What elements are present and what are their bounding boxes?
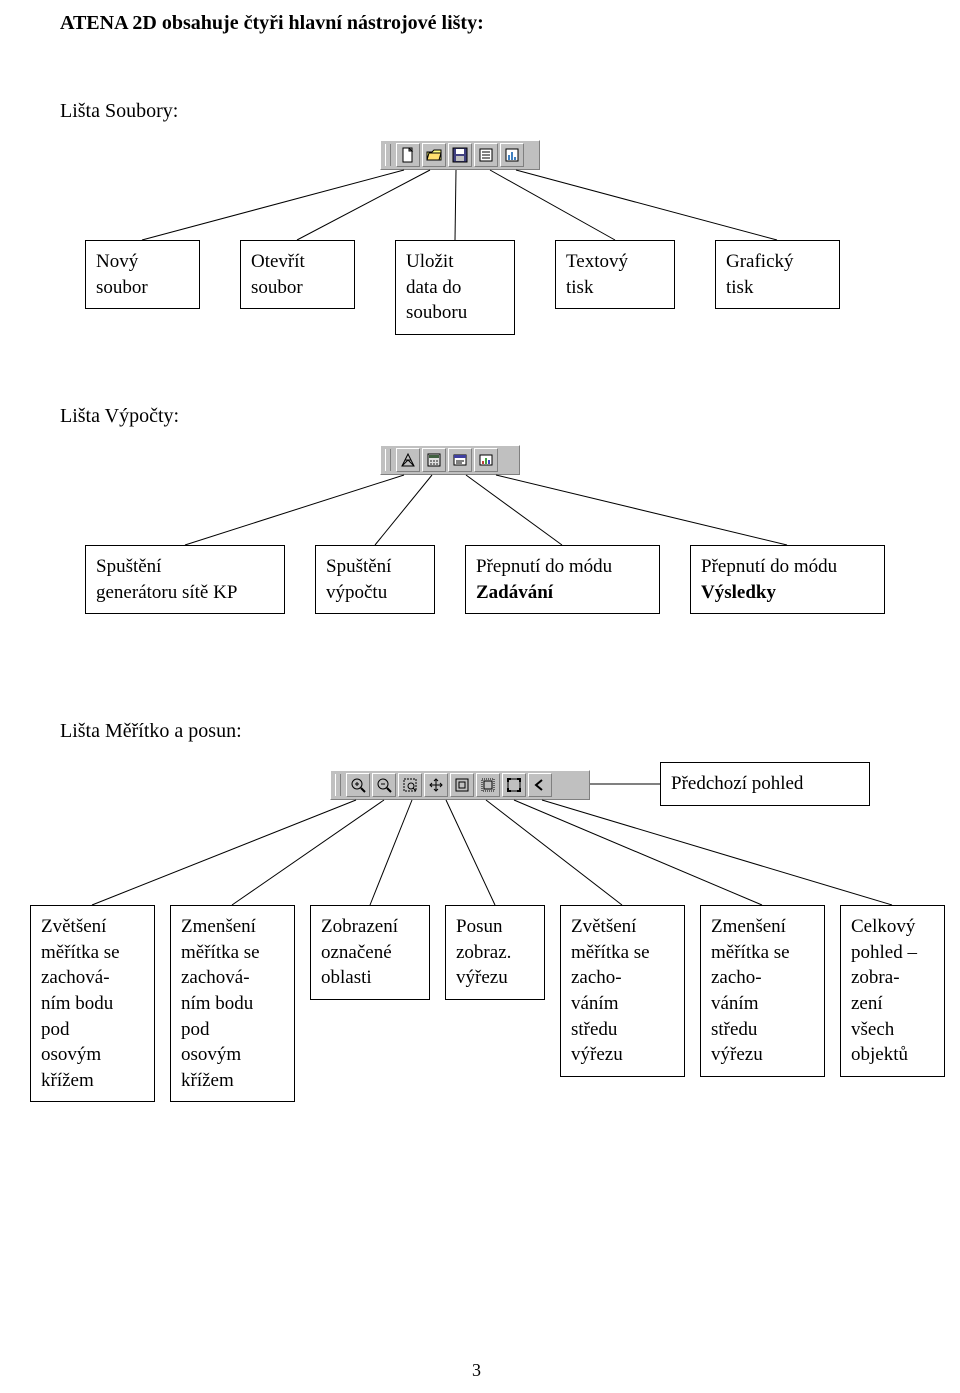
callout-novy-soubor: Nový soubor	[85, 240, 200, 309]
section3-heading: Lišta Měřítko a posun:	[60, 720, 242, 743]
open-file-icon[interactable]	[422, 143, 446, 167]
toolbar-grip	[335, 774, 341, 796]
toolbar-grip	[385, 449, 391, 471]
text-print-icon[interactable]	[474, 143, 498, 167]
mesh-generator-icon[interactable]	[396, 448, 420, 472]
toolbar-soubory	[380, 140, 540, 170]
zoom-all-icon[interactable]	[502, 773, 526, 797]
mode-results-icon[interactable]	[474, 448, 498, 472]
page-number: 3	[472, 1360, 481, 1381]
connector-lines	[0, 0, 960, 1393]
zoom-in-center-icon[interactable]	[450, 773, 474, 797]
callout-predchozi-pohled: Předchozí pohled	[660, 762, 870, 806]
callout-celkovy-pohled: Celkovýpohled –zobra-zenívšechobjektů	[840, 905, 945, 1077]
title-rest: obsahuje čtyři hlavní nástrojové lišty:	[157, 12, 484, 34]
page-title: ATENA 2D obsahuje čtyři hlavní nástrojov…	[60, 12, 484, 35]
callout-graficky-tisk: Grafický tisk	[715, 240, 840, 309]
toolbar-vypocty	[380, 445, 520, 475]
title-bold: ATENA 2D	[60, 12, 157, 34]
callout-otevrit-soubor: Otevřít soubor	[240, 240, 355, 309]
callout-prepnuti-vysledky: Přepnutí do módu Výsledky	[690, 545, 885, 614]
callout-zvetseni-kriz: Zvětšeníměřítka sezachová-ním bodupodoso…	[30, 905, 155, 1102]
pan-icon[interactable]	[424, 773, 448, 797]
callout-ulozit-data: Uložit data do souboru	[395, 240, 515, 335]
zoom-in-icon[interactable]	[346, 773, 370, 797]
mode-input-icon[interactable]	[448, 448, 472, 472]
zoom-out-center-icon[interactable]	[476, 773, 500, 797]
previous-view-icon[interactable]	[528, 773, 552, 797]
save-file-icon[interactable]	[448, 143, 472, 167]
zoom-window-icon[interactable]	[398, 773, 422, 797]
callout-spusteni-generatoru: Spuštění generátoru sítě KP	[85, 545, 285, 614]
new-file-icon[interactable]	[396, 143, 420, 167]
section2-heading: Lišta Výpočty:	[60, 405, 179, 428]
run-calculation-icon[interactable]	[422, 448, 446, 472]
callout-prepnuti-zadavani: Přepnutí do módu Zadávání	[465, 545, 660, 614]
callout-textovy-tisk: Textový tisk	[555, 240, 675, 309]
callout-zmenseni-kriz: Zmenšeníměřítka sezachová-ním bodupodoso…	[170, 905, 295, 1102]
callout-spusteni-vypoctu: Spuštění výpočtu	[315, 545, 435, 614]
callout-zobrazeni-oblasti: Zobrazeníoznačenéoblasti	[310, 905, 430, 1000]
callout-posun-vyrezu: Posunzobraz.výřezu	[445, 905, 545, 1000]
toolbar-meritko-posun	[330, 770, 590, 800]
graphic-print-icon[interactable]	[500, 143, 524, 167]
section1-heading: Lišta Soubory:	[60, 100, 178, 123]
callout-zvetseni-stred: Zvětšeníměřítka sezacho-vánímstředuvýřez…	[560, 905, 685, 1077]
zoom-out-icon[interactable]	[372, 773, 396, 797]
toolbar-grip	[385, 144, 391, 166]
callout-zmenseni-stred: Zmenšeníměřítka sezacho-vánímstředuvýřez…	[700, 905, 825, 1077]
